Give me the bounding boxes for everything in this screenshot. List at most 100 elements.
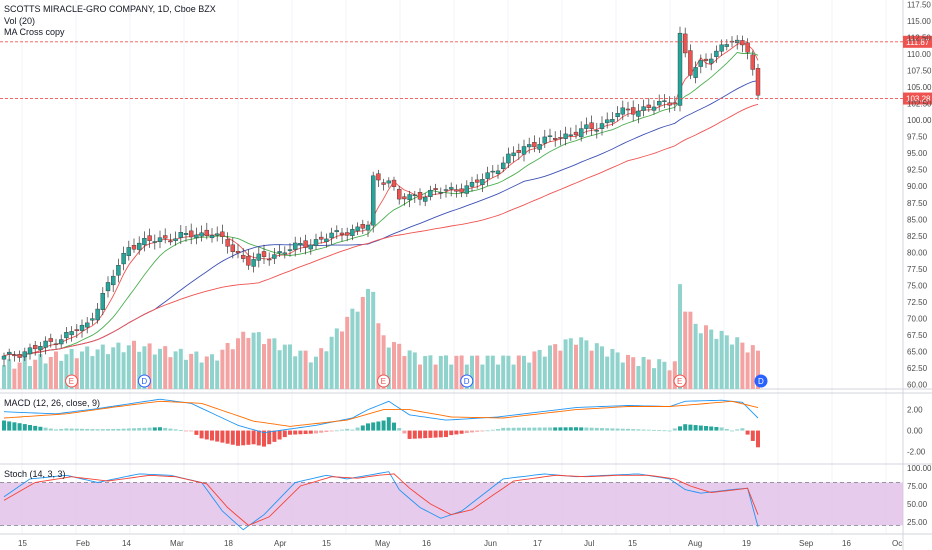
candle xyxy=(334,225,339,240)
candle-body xyxy=(698,60,703,67)
candle xyxy=(506,147,511,168)
candle xyxy=(542,129,547,148)
candle xyxy=(188,223,194,245)
volume-bar xyxy=(485,355,490,389)
macd-bar xyxy=(345,428,350,431)
candle xyxy=(615,106,620,122)
volume-bar xyxy=(522,355,526,389)
candle xyxy=(495,164,501,179)
macd-bar xyxy=(246,430,251,445)
candle xyxy=(277,244,282,257)
candle xyxy=(449,182,454,197)
candle xyxy=(709,53,714,71)
marker-circle xyxy=(673,374,687,388)
macd-bar xyxy=(7,421,12,431)
macd-bar xyxy=(288,430,292,435)
candle xyxy=(33,340,38,356)
candle xyxy=(438,187,443,199)
macd-bar xyxy=(516,427,521,431)
candle xyxy=(313,233,319,250)
macd-bar xyxy=(152,427,157,431)
volume-bar xyxy=(178,348,183,389)
volume-bar xyxy=(636,365,641,389)
time-tick-label: May xyxy=(375,539,390,548)
candle xyxy=(230,237,236,259)
candle-body xyxy=(204,229,210,236)
time-tick-label: Jul xyxy=(584,539,594,548)
volume-bar xyxy=(589,350,594,389)
time-tick-label: 19 xyxy=(742,539,751,548)
macd-bar xyxy=(407,430,412,439)
candle xyxy=(345,227,350,242)
macd-bar xyxy=(90,429,95,431)
candle xyxy=(225,232,230,254)
volume-bar xyxy=(428,355,433,389)
macd-bar xyxy=(636,429,641,431)
candle xyxy=(475,174,480,189)
candle xyxy=(282,246,287,259)
macd-bar xyxy=(142,427,147,431)
macd-bar xyxy=(652,429,656,431)
volume-bar xyxy=(80,351,84,389)
volume-bar xyxy=(22,356,27,389)
macd-bar xyxy=(277,430,282,440)
candle-body xyxy=(178,232,184,238)
candle xyxy=(371,171,376,233)
candle-body xyxy=(287,249,293,251)
stoch-k-line xyxy=(3,471,759,531)
price-tick-label: 115.00 xyxy=(907,17,931,26)
volume-bar xyxy=(54,351,58,389)
macd-bar xyxy=(158,427,162,431)
volume-bar xyxy=(199,362,204,389)
macd-bar xyxy=(496,429,500,431)
macd-bar xyxy=(43,427,48,431)
macd-bar xyxy=(2,420,6,431)
candle xyxy=(38,341,43,358)
candle-body xyxy=(683,33,688,54)
macd-bar xyxy=(667,430,672,432)
price-label-bg xyxy=(903,92,932,105)
candle xyxy=(485,166,490,186)
earnings-marker: D xyxy=(754,374,768,388)
volume-bar xyxy=(652,368,656,389)
macd-bar xyxy=(324,430,329,432)
candle xyxy=(688,44,693,80)
macd-bar xyxy=(293,430,298,435)
volume-bar xyxy=(745,352,750,389)
volume-bar xyxy=(470,355,474,389)
candle-body xyxy=(454,189,459,192)
macd-bar xyxy=(132,428,136,431)
candle xyxy=(724,39,729,51)
candle xyxy=(386,177,391,188)
time-tick-label: Sep xyxy=(799,539,814,548)
candle-body xyxy=(511,152,516,157)
volume-bar xyxy=(262,344,266,389)
candle-body xyxy=(428,189,433,197)
stoch-tick-label: 50.00 xyxy=(907,500,928,509)
volume-bar xyxy=(662,361,667,389)
candle-body xyxy=(750,54,755,70)
candle xyxy=(402,193,407,206)
candle-body xyxy=(162,235,168,239)
volume-bar xyxy=(17,362,22,389)
volume-bars xyxy=(2,284,760,389)
macd-bar xyxy=(199,430,204,439)
candle xyxy=(272,247,277,265)
price-tick-label: 100.00 xyxy=(907,116,932,125)
candle-body xyxy=(495,170,501,174)
price-tick-label: 82.50 xyxy=(907,232,928,241)
macd-bar xyxy=(272,430,277,442)
volume-bar xyxy=(236,338,240,389)
candle-body xyxy=(105,282,111,292)
candle-body xyxy=(272,254,277,259)
volume-bar xyxy=(152,354,157,389)
candle xyxy=(631,100,636,122)
candle xyxy=(397,185,402,205)
candle xyxy=(17,350,22,362)
volume-bar xyxy=(2,365,6,389)
candle-body xyxy=(423,196,428,202)
macd-bar xyxy=(454,430,459,435)
volume-bar xyxy=(277,350,282,389)
